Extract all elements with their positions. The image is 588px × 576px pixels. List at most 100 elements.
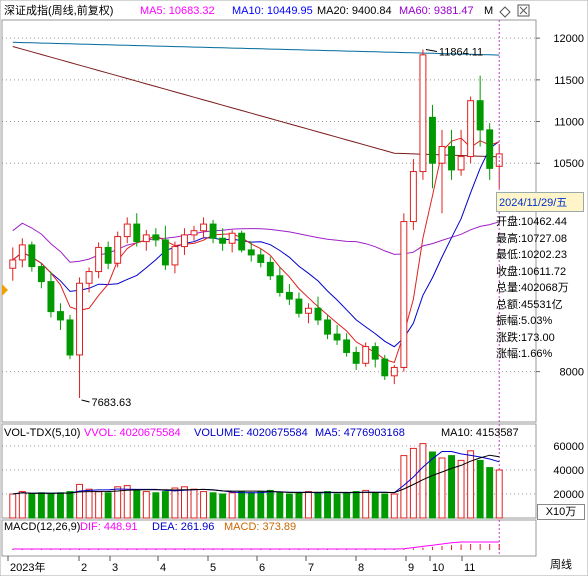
candle-body[interactable]: [209, 223, 217, 239]
volume-bar[interactable]: [238, 491, 246, 519]
candle-body[interactable]: [47, 281, 55, 313]
candle-body[interactable]: [142, 234, 150, 243]
volume-bar[interactable]: [486, 467, 494, 519]
candle-body[interactable]: [438, 146, 446, 164]
scroll-left-icon[interactable]: [2, 284, 8, 296]
volume-bar[interactable]: [152, 492, 160, 519]
candle-body[interactable]: [18, 244, 26, 261]
volume-bar[interactable]: [400, 455, 408, 519]
candle-body[interactable]: [362, 346, 370, 364]
candle-body[interactable]: [276, 275, 284, 293]
candle-body[interactable]: [352, 351, 360, 364]
volume-bar[interactable]: [448, 455, 455, 519]
candle-body[interactable]: [390, 366, 398, 377]
candle-body[interactable]: [133, 223, 141, 243]
volume-bar[interactable]: [476, 459, 484, 519]
volume-bar[interactable]: [28, 493, 36, 519]
volume-bar[interactable]: [276, 492, 284, 519]
close-box-icon[interactable]: [517, 4, 530, 17]
candle-body[interactable]: [104, 246, 112, 264]
volume-bar[interactable]: [133, 489, 141, 519]
volume-bar[interactable]: [57, 492, 64, 519]
volume-bar[interactable]: [305, 491, 312, 519]
volume-bar[interactable]: [9, 493, 17, 519]
candle-body[interactable]: [28, 244, 36, 268]
volume-bar[interactable]: [362, 489, 370, 519]
candle-body[interactable]: [247, 249, 255, 256]
candle-body[interactable]: [37, 266, 45, 283]
candle-body[interactable]: [371, 346, 379, 360]
volume-bar[interactable]: [66, 491, 74, 519]
candle-body[interactable]: [95, 246, 103, 273]
candle-body[interactable]: [324, 319, 331, 335]
candle-body[interactable]: [66, 319, 74, 356]
volume-bar[interactable]: [390, 493, 398, 519]
candle-body[interactable]: [9, 259, 17, 269]
candle-body[interactable]: [152, 234, 160, 241]
candle-body[interactable]: [114, 236, 122, 264]
candle-body[interactable]: [228, 232, 236, 244]
volume-bar[interactable]: [76, 483, 83, 519]
candle-body[interactable]: [123, 223, 131, 238]
volume-bar[interactable]: [85, 488, 93, 519]
candle-body[interactable]: [181, 234, 188, 248]
candle-body[interactable]: [257, 254, 265, 263]
volume-bar[interactable]: [247, 492, 255, 519]
candle-body[interactable]: [285, 291, 293, 300]
volume-bar[interactable]: [467, 450, 475, 519]
volume-bar[interactable]: [209, 492, 217, 519]
candle-body[interactable]: [314, 307, 322, 321]
volume-bar[interactable]: [314, 492, 322, 519]
candle-body[interactable]: [429, 116, 436, 164]
candle-body[interactable]: [295, 298, 303, 314]
volume-bar[interactable]: [285, 493, 293, 519]
volume-bar[interactable]: [495, 469, 503, 519]
volume-bar[interactable]: [295, 492, 303, 519]
candle-body[interactable]: [457, 156, 465, 171]
volume-bar[interactable]: [114, 486, 122, 519]
volume-bar[interactable]: [95, 491, 103, 519]
volume-bar[interactable]: [381, 493, 389, 519]
candle-body[interactable]: [400, 221, 408, 368]
candle-body[interactable]: [76, 282, 83, 356]
volume-bar[interactable]: [18, 491, 26, 519]
volume-bar[interactable]: [228, 492, 236, 519]
diamond-icon[interactable]: [499, 6, 511, 18]
candle-body[interactable]: [161, 239, 169, 266]
candle-body[interactable]: [419, 54, 427, 173]
volume-bar[interactable]: [371, 492, 379, 519]
volume-bar[interactable]: [219, 493, 227, 519]
candle-body[interactable]: [467, 100, 475, 158]
candle-body[interactable]: [486, 129, 494, 169]
volume-bar[interactable]: [171, 487, 179, 519]
volume-bar[interactable]: [438, 457, 446, 519]
volume-bar[interactable]: [333, 493, 341, 519]
candle-body[interactable]: [409, 171, 417, 223]
candle-body[interactable]: [381, 358, 389, 377]
candle-body[interactable]: [171, 246, 179, 266]
volume-bar[interactable]: [161, 491, 169, 519]
candle-body[interactable]: [219, 237, 227, 244]
candle-body[interactable]: [266, 261, 274, 277]
volume-bar[interactable]: [123, 485, 131, 519]
volume-bar[interactable]: [343, 492, 351, 519]
candle-body[interactable]: [333, 333, 341, 341]
volume-bar[interactable]: [142, 491, 150, 519]
volume-bar[interactable]: [190, 488, 198, 519]
candle-body[interactable]: [200, 223, 207, 232]
volume-bar[interactable]: [429, 451, 436, 519]
candle-body[interactable]: [85, 271, 93, 284]
volume-bar[interactable]: [266, 489, 274, 519]
volume-bar[interactable]: [47, 493, 55, 519]
candle-body[interactable]: [305, 307, 312, 314]
volume-bar[interactable]: [257, 491, 265, 519]
candle-body[interactable]: [343, 339, 351, 353]
candle-body[interactable]: [448, 146, 455, 171]
volume-bar[interactable]: [181, 486, 188, 519]
volume-bar[interactable]: [352, 491, 360, 519]
volume-bar[interactable]: [324, 491, 331, 519]
volume-bar[interactable]: [37, 492, 45, 519]
volume-bar[interactable]: [104, 492, 112, 519]
